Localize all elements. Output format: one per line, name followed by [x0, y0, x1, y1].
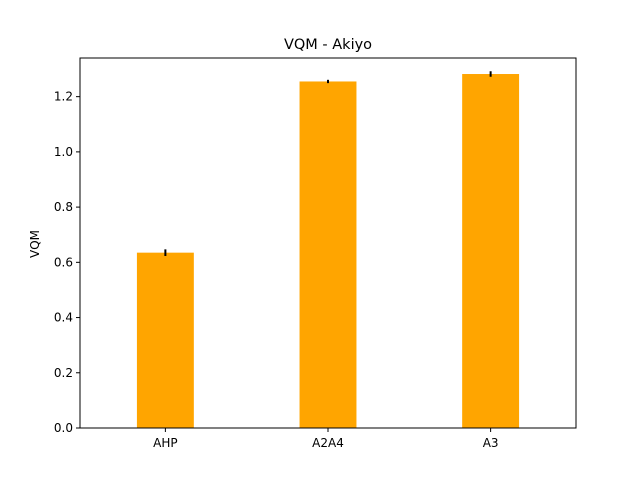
x-axis-ticks: AHP A2A4 A3	[153, 428, 499, 450]
y-axis-ticks: 0.0 0.2 0.4 0.6 0.8 1.0 1.2	[54, 90, 80, 435]
x-tick-label: A2A4	[312, 436, 344, 450]
y-tick-label: 0.6	[54, 255, 73, 269]
bars-layer	[136, 74, 520, 428]
plot-frame	[79, 57, 577, 429]
y-tick-label: 0.8	[54, 200, 73, 214]
y-tick-label: 0.0	[54, 421, 73, 435]
y-tick-label: 0.4	[54, 311, 73, 325]
chart-title: VQM - Akiyo	[284, 37, 372, 53]
y-tick-label: 1.0	[54, 145, 73, 159]
x-tick-label: AHP	[153, 436, 177, 450]
bar-a3	[462, 74, 520, 428]
y-tick-label: 0.2	[54, 366, 73, 380]
bar-ahp	[136, 252, 194, 428]
y-axis-label: VQM	[28, 230, 42, 258]
y-tick-label: 1.2	[54, 90, 73, 104]
x-tick-label: A3	[483, 436, 499, 450]
error-bars-layer	[164, 71, 492, 256]
bar-a2a4	[299, 81, 357, 428]
